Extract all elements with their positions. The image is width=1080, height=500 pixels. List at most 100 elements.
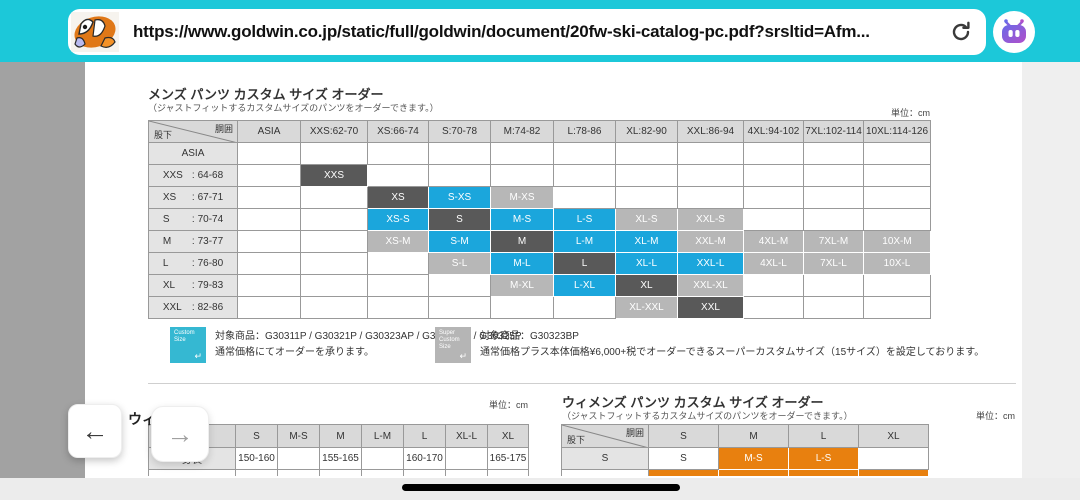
size-cell: 10X-L xyxy=(863,252,931,275)
empty-cell xyxy=(428,142,491,165)
url-bar[interactable]: https://www.goldwin.co.jp/static/full/go… xyxy=(68,9,986,55)
empty-cell xyxy=(300,296,368,319)
size-cell: M-L xyxy=(490,252,554,275)
nav-forward-button[interactable]: → xyxy=(151,406,209,462)
empty-cell xyxy=(615,164,678,187)
row-label: L:76-80 xyxy=(148,252,238,275)
empty-cell xyxy=(237,252,301,275)
clipped-cell xyxy=(319,469,362,476)
size-cell: L-M xyxy=(553,230,616,253)
column-header: XL xyxy=(858,424,929,448)
empty-cell xyxy=(367,274,429,297)
row-label: XS:67-71 xyxy=(148,186,238,209)
empty-cell xyxy=(803,164,864,187)
empty-cell xyxy=(277,447,320,470)
assistant-robot-button[interactable] xyxy=(992,10,1036,54)
clipped-cell xyxy=(235,469,278,476)
womens-left-unit-label: 単位：cm xyxy=(489,400,528,410)
empty-cell xyxy=(553,186,616,209)
size-cell: M xyxy=(490,230,554,253)
forward-arrow-icon: → xyxy=(166,418,194,449)
empty-cell xyxy=(300,274,368,297)
size-cell: XXL xyxy=(677,296,744,319)
column-header: L:78-86 xyxy=(553,120,616,143)
column-header: 10XL:114-126 xyxy=(863,120,931,143)
size-cell: S-L xyxy=(428,252,491,275)
nav-back-button[interactable]: ← xyxy=(68,404,122,458)
corner-top-label: 胴囲 xyxy=(214,124,233,134)
empty-cell xyxy=(300,208,368,231)
empty-cell xyxy=(367,252,429,275)
column-header: L xyxy=(403,424,446,448)
size-cell: XL-XXL xyxy=(615,296,678,319)
custom-size-note-text: 対象商品：G30311P / G30321P / G30323AP / G303… xyxy=(215,331,522,358)
size-cell: S-XS xyxy=(428,186,491,209)
clipped-cell xyxy=(445,469,488,476)
diagonal-header-cell: 胴囲股下 xyxy=(148,120,238,143)
size-cell: M-XS xyxy=(490,186,554,209)
empty-cell xyxy=(490,164,554,187)
column-header: 4XL:94-102 xyxy=(743,120,804,143)
size-cell: M-S xyxy=(718,447,789,470)
empty-cell xyxy=(743,142,804,165)
empty-cell xyxy=(743,296,804,319)
size-cell: L-XL xyxy=(553,274,616,297)
size-cell: XL-S xyxy=(615,208,678,231)
clipped-cell xyxy=(718,469,789,476)
refresh-button[interactable] xyxy=(944,15,978,49)
empty-cell xyxy=(743,164,804,187)
column-header: M xyxy=(319,424,362,448)
corner-bottom-label: 股下 xyxy=(154,130,173,140)
mens-size-table: 胴囲 股下 ASIA XXS:62-70 XS:66-74 S:70-78 M:74-82 L… xyxy=(148,120,931,319)
clipped-cell xyxy=(858,469,929,476)
size-cell: L-S xyxy=(788,447,859,470)
column-header: XL xyxy=(487,424,529,448)
table-row: XXS:64-68 XXS xyxy=(148,164,931,187)
home-indicator[interactable] xyxy=(402,484,680,491)
robot-icon xyxy=(993,11,1035,53)
empty-cell xyxy=(858,447,929,470)
empty-cell xyxy=(237,142,301,165)
clipped-cell xyxy=(148,469,236,476)
empty-cell xyxy=(803,296,864,319)
custom-size-badge: Custom Size ↵ xyxy=(170,327,206,363)
value-cell: 155-165 xyxy=(319,447,362,470)
column-header: XXS:62-70 xyxy=(300,120,368,143)
mens-section-title: メンズ パンツ カスタム サイズ オーダー xyxy=(148,87,384,102)
size-cell: 7XL-M xyxy=(803,230,864,253)
size-cell: S-M xyxy=(428,230,491,253)
womens-pants-size-table: 胴囲 股下 S M L XL S S M-S L-S xyxy=(561,424,929,476)
column-header: XL-L xyxy=(445,424,488,448)
womens-section-subtitle: （ジャストフィットするカスタムサイズのパンツをオーダーできます。） xyxy=(562,411,853,421)
empty-cell xyxy=(863,274,931,297)
clipped-cell xyxy=(788,469,859,476)
empty-cell xyxy=(803,274,864,297)
table-row: S S M-S L-S xyxy=(561,447,929,470)
row-label: XXS:64-68 xyxy=(148,164,238,187)
value-cell: 160-170 xyxy=(403,447,446,470)
size-cell: 7XL-L xyxy=(803,252,864,275)
womens-left-partial-title: ウィ xyxy=(128,411,156,427)
clipped-cell xyxy=(561,469,649,476)
empty-cell xyxy=(677,142,744,165)
size-cell: XL-L xyxy=(615,252,678,275)
size-cell: XXL-L xyxy=(677,252,744,275)
back-arrow-icon: ← xyxy=(81,415,109,446)
table-row: S:70-74 XS-S S M-S L-S XL-S XXL-S xyxy=(148,208,931,231)
empty-cell xyxy=(361,447,404,470)
table-row: XS:67-71 XS S-XS M-XS xyxy=(148,186,931,209)
womens-section-title: ウィメンズ パンツ カスタム サイズ オーダー xyxy=(562,395,824,410)
corner-bottom-label: 股下 xyxy=(567,435,586,445)
empty-cell xyxy=(743,274,804,297)
row-label: M:73-77 xyxy=(148,230,238,253)
size-cell: S xyxy=(428,208,491,231)
value-cell: 165-175 xyxy=(487,447,529,470)
column-header: XXL:86-94 xyxy=(677,120,744,143)
clipped-cell xyxy=(648,469,719,476)
empty-cell xyxy=(237,274,301,297)
value-cell: 150-160 xyxy=(235,447,278,470)
column-header: XS:66-74 xyxy=(367,120,429,143)
empty-cell xyxy=(863,186,931,209)
empty-cell xyxy=(367,164,429,187)
